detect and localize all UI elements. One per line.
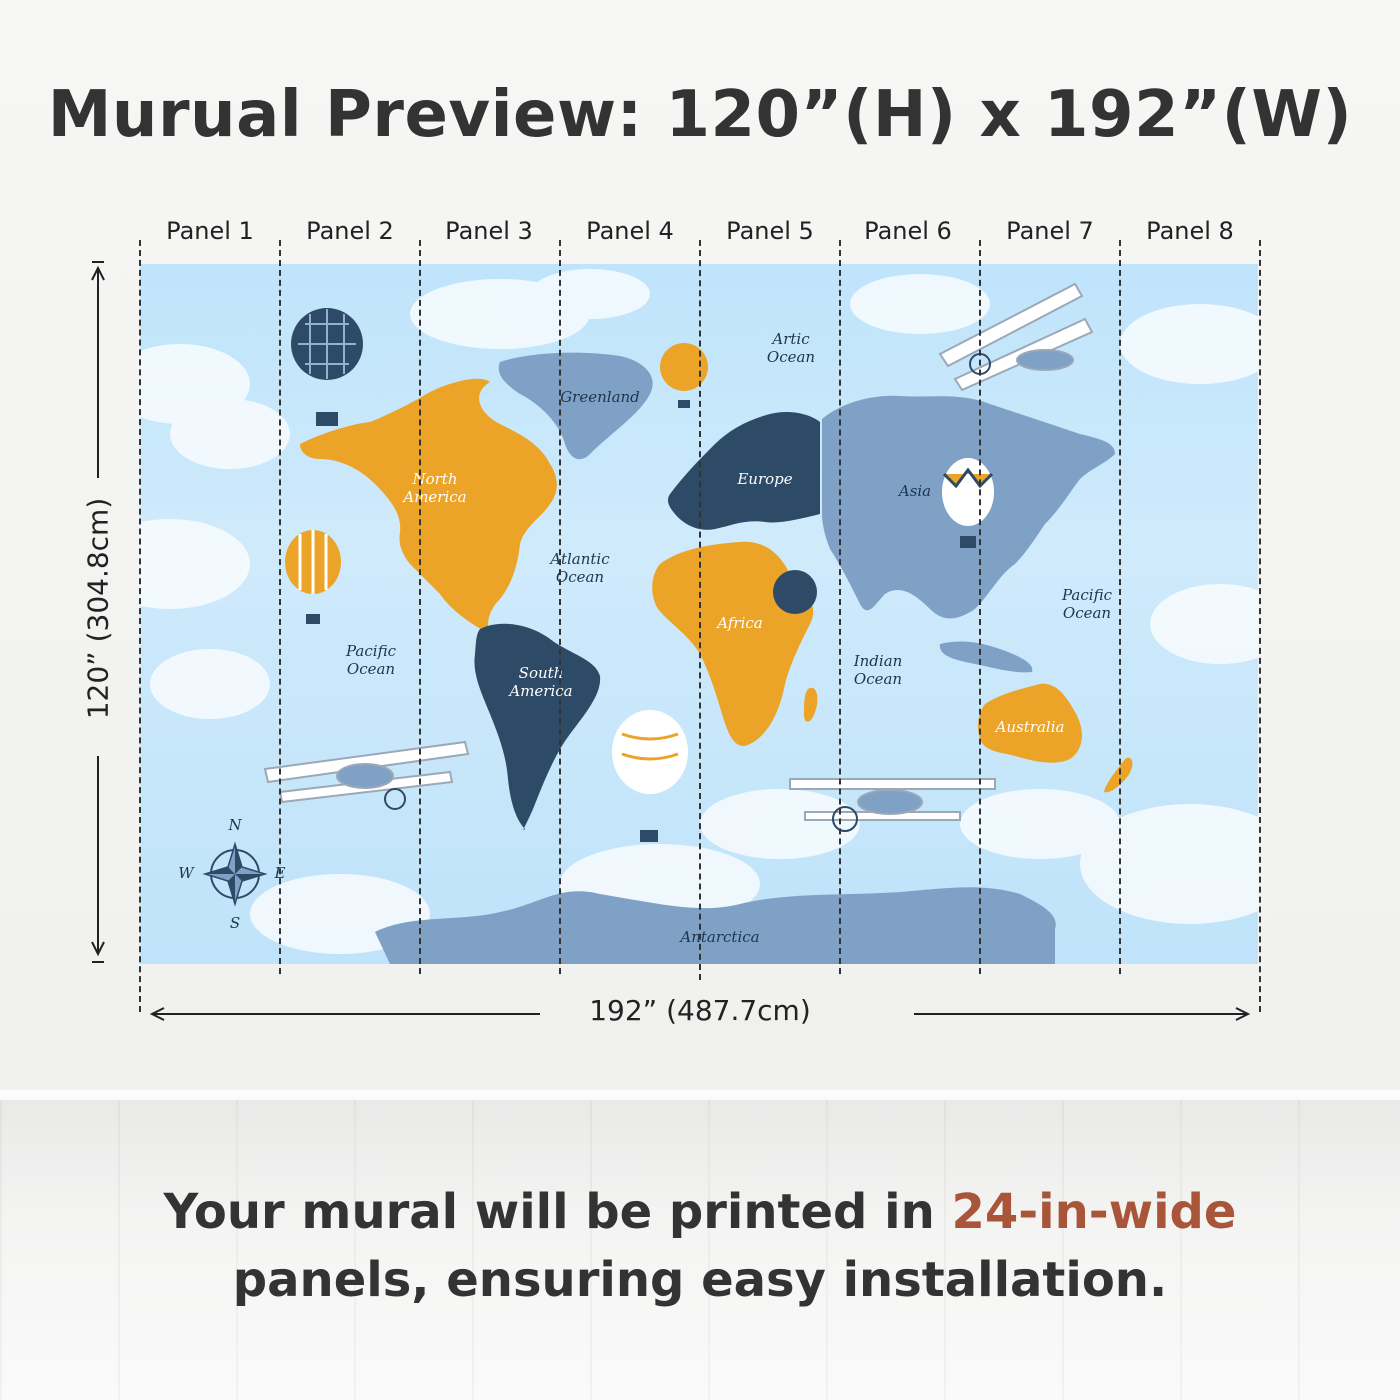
hot-air-balloon-icon	[291, 308, 363, 426]
europe-label: Europe	[737, 470, 793, 488]
indian-ocean-label: Indian Ocean	[853, 652, 903, 688]
greenland-shape	[498, 352, 653, 460]
panel-label: Panel 4	[586, 217, 674, 245]
africa-label: Africa	[717, 614, 763, 632]
compass-w-label: W	[178, 864, 194, 882]
africa-shape	[652, 541, 814, 746]
compass-s-label: S	[229, 914, 241, 932]
hot-air-balloon-icon	[660, 343, 708, 408]
compass-n-label: N	[228, 816, 242, 834]
antarctica-shape	[375, 887, 1056, 964]
north-america-label: North America	[403, 470, 467, 506]
antarctica-label: Antarctica	[680, 928, 760, 946]
footer-caption: Your mural will be printed in 24-in-wide…	[0, 1178, 1400, 1314]
wood-floor	[0, 1100, 1400, 1400]
panel-cut-line	[699, 240, 701, 980]
asia-label: Asia	[898, 482, 932, 500]
compass-rose-icon	[202, 841, 268, 907]
panel-cut-line	[979, 240, 981, 974]
panel-label: Panel 1	[166, 217, 254, 245]
hot-air-balloon-icon	[773, 570, 817, 636]
south-america-label: South America	[509, 664, 573, 700]
panel-cut-line	[839, 240, 841, 974]
panel-label: Panel 6	[864, 217, 952, 245]
australia-label: Australia	[995, 718, 1065, 736]
madagascar-shape	[804, 687, 818, 722]
hot-air-balloon-icon	[612, 710, 688, 842]
footer-line-1: Your mural will be printed in 24-in-wide	[0, 1178, 1400, 1246]
page-title: Murual Preview: 120”(H) x 192”(W)	[47, 78, 1353, 152]
north-america-shape	[300, 378, 557, 634]
footer-text: Your mural will be printed in	[163, 1184, 952, 1240]
panel-cut-line	[279, 240, 281, 974]
panel-cut-line	[139, 240, 141, 1012]
australia-shape	[977, 683, 1082, 763]
height-dimension-label: 120” (304.8cm)	[81, 497, 115, 720]
width-dimension-label: 192” (487.7cm)	[589, 994, 811, 1027]
panel-label: Panel 7	[1006, 217, 1094, 245]
footer-accent-text: 24-in-wide	[951, 1184, 1237, 1240]
width-dimension-arrow	[149, 1007, 1251, 1021]
footer-line-2: panels, ensuring easy installation.	[232, 1252, 1168, 1308]
new-zealand-shape	[1104, 757, 1133, 793]
pacific-ocean-label: Pacific Ocean	[346, 642, 396, 678]
europe-shape	[667, 411, 820, 530]
height-dimension-arrow	[91, 261, 105, 963]
arctic-ocean-label: Artic Ocean	[766, 330, 816, 366]
hot-air-balloon-icon	[285, 530, 341, 624]
panel-cut-line	[559, 240, 561, 974]
pacific-ocean-label: Pacific Ocean	[1062, 586, 1112, 622]
biplane-icon	[938, 282, 1094, 392]
greenland-label: Greenland	[560, 388, 640, 406]
indonesia-shape	[939, 641, 1033, 673]
panel-label: Panel 2	[306, 217, 394, 245]
panel-cut-line	[419, 240, 421, 974]
panel-label: Panel 8	[1146, 217, 1234, 245]
south-america-shape	[474, 623, 601, 831]
atlantic-ocean-label: Atlantic Ocean	[550, 550, 610, 586]
panel-label: Panel 5	[726, 217, 814, 245]
japan-shape	[997, 512, 1016, 549]
panel-cut-line	[1259, 240, 1261, 1012]
panel-label: Panel 3	[445, 217, 533, 245]
biplane-icon	[789, 778, 996, 832]
biplane-icon	[263, 740, 470, 810]
panel-cut-line	[1119, 240, 1121, 974]
